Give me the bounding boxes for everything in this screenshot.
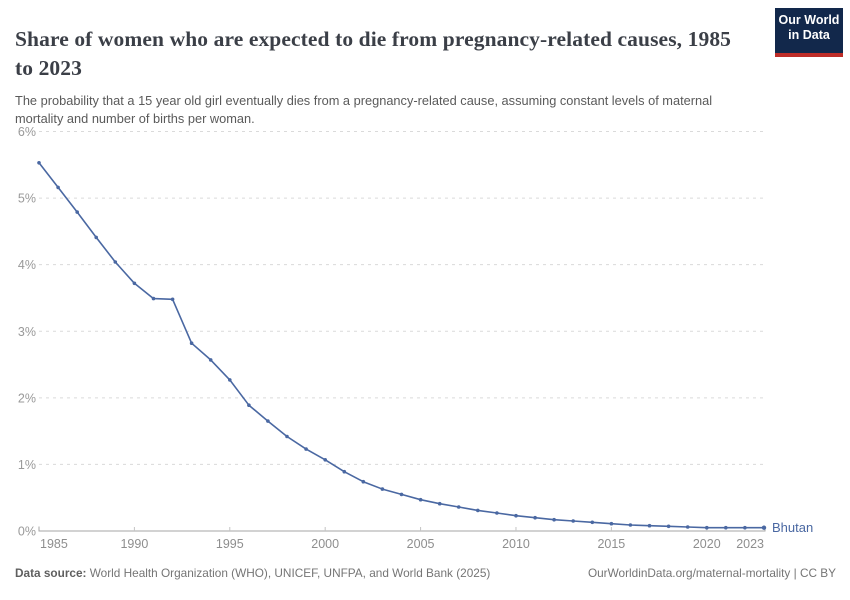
data-point <box>56 185 60 190</box>
data-point <box>361 479 366 484</box>
footer-separator: | <box>790 566 800 580</box>
owid-logo-line2: in Data <box>788 28 830 42</box>
data-source-label: Data source: <box>15 566 87 580</box>
data-source-text: World Health Organization (WHO), UNICEF,… <box>86 566 491 580</box>
data-point <box>208 358 213 362</box>
owid-logo-line1: Our World <box>778 13 840 27</box>
x-tick-label: 1990 <box>120 537 148 551</box>
data-point <box>514 513 518 518</box>
data-point <box>132 281 137 286</box>
data-point <box>666 524 671 529</box>
owid-logo[interactable]: Our World in Data <box>775 8 843 57</box>
data-point <box>285 434 289 439</box>
x-tick-label: 2015 <box>597 537 625 551</box>
data-point <box>189 341 194 345</box>
data-point <box>380 487 385 491</box>
y-tick-label: 3% <box>18 325 36 339</box>
data-point <box>724 525 728 530</box>
data-point <box>761 525 767 530</box>
x-tick-label: 2020 <box>693 537 721 551</box>
data-point <box>552 517 556 522</box>
chart-canvas[interactable]: 0% 1% 2% 3% 4% 5% 6% 1985 1990 1995 2000 2005 2010 20… <box>0 118 850 560</box>
data-point <box>476 508 480 513</box>
y-tick-label: 0% <box>18 525 36 539</box>
data-point <box>399 492 404 497</box>
y-axis-labels: 0% 1% 2% 3% 4% 5% 6% <box>18 125 36 538</box>
y-tick-label: 2% <box>18 391 36 405</box>
data-point <box>37 161 41 165</box>
y-tick-label: 4% <box>18 258 36 272</box>
x-tick-label: 2010 <box>502 537 530 551</box>
cc-by-link[interactable]: CC BY <box>799 566 836 580</box>
chart-subtitle: The probability that a 15 year old girl … <box>15 92 713 127</box>
data-source-note: Data source: World Health Organization (… <box>15 566 490 580</box>
y-tick-label: 1% <box>18 458 36 472</box>
series-line <box>38 161 765 529</box>
data-point <box>571 519 575 523</box>
data-point <box>609 521 614 526</box>
data-point <box>323 458 328 462</box>
data-point <box>743 525 747 530</box>
data-point <box>170 297 175 302</box>
data-point <box>533 515 537 520</box>
data-point <box>228 378 232 382</box>
data-point <box>247 403 251 408</box>
data-point <box>342 469 347 474</box>
y-tick-label: 5% <box>18 192 36 206</box>
x-tick-label: 1995 <box>216 537 244 551</box>
data-point <box>418 497 423 502</box>
gridlines <box>39 131 766 465</box>
page-title: Share of women who are expected to die f… <box>15 27 732 81</box>
data-point <box>266 419 270 423</box>
footer-links: OurWorldinData.org/maternal-mortality | … <box>588 566 836 580</box>
data-point <box>304 447 308 451</box>
owid-url-link[interactable]: OurWorldinData.org/maternal-mortality <box>587 566 791 580</box>
x-tick-label: 2023 <box>736 537 764 551</box>
x-tick-label: 2005 <box>407 537 435 551</box>
x-axis-labels: 1985 1990 1995 2000 2005 2010 2015 2020 2023 <box>40 527 764 551</box>
data-point <box>437 501 442 506</box>
data-point <box>113 260 118 264</box>
chart-footer: Data source: World Health Organization (… <box>15 566 836 580</box>
data-point <box>495 511 499 515</box>
data-point <box>705 525 709 530</box>
data-point <box>151 296 156 301</box>
data-point <box>647 523 652 528</box>
x-tick-label: 1985 <box>40 537 68 551</box>
data-point <box>94 235 98 240</box>
entity-label[interactable]: Bhutan <box>772 520 813 535</box>
data-point <box>685 525 690 529</box>
y-tick-label: 6% <box>18 125 36 139</box>
data-point <box>456 505 461 509</box>
data-point <box>628 523 633 527</box>
data-point <box>590 520 595 525</box>
series-points <box>37 161 767 530</box>
x-tick-label: 2000 <box>311 537 339 551</box>
x-axis-line <box>38 526 766 532</box>
data-point <box>75 210 79 214</box>
